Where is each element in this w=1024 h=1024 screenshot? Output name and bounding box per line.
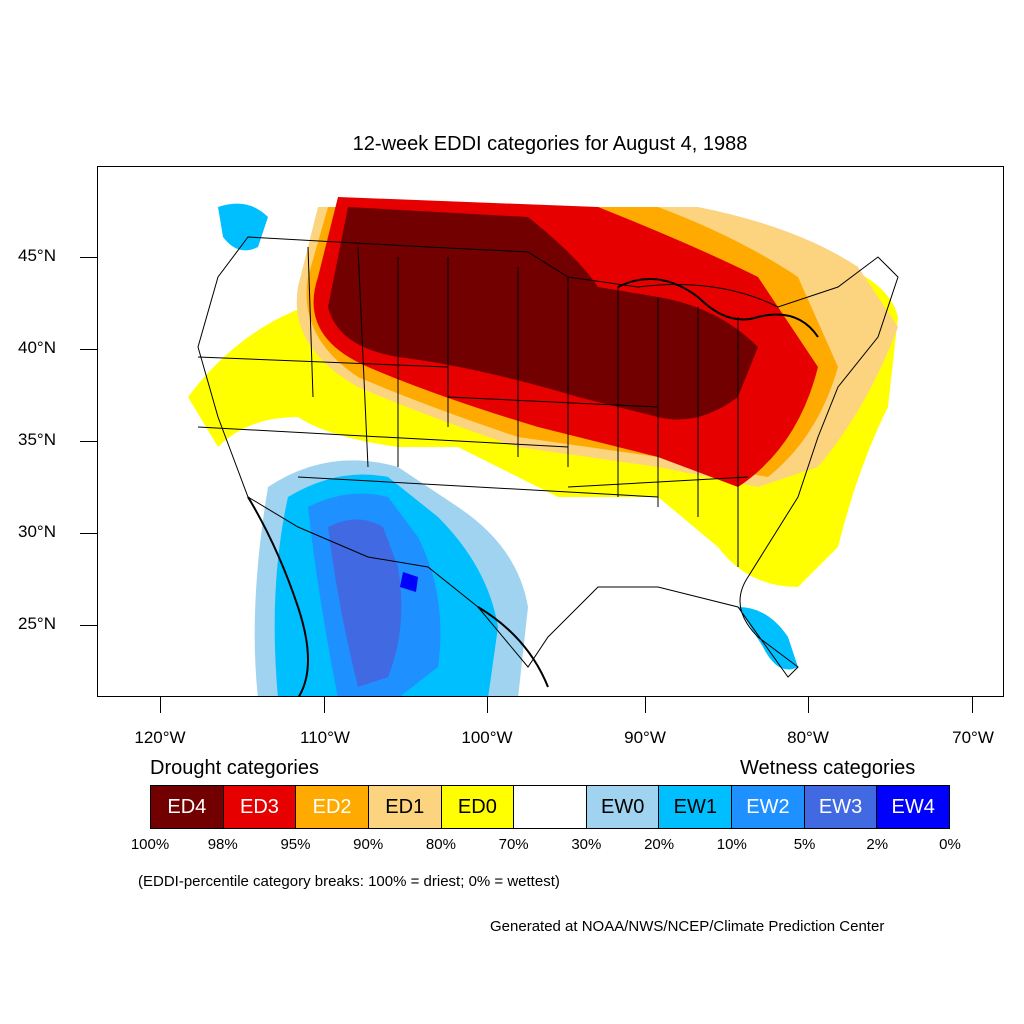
lat-tick (80, 441, 97, 442)
break-label: 95% (280, 836, 311, 853)
lat-tick (80, 625, 97, 626)
lon-tick (972, 697, 973, 713)
lon-tick (645, 697, 646, 713)
lat-label-45: 45°N (18, 246, 56, 265)
map-frame (97, 166, 1004, 697)
lat-label-35: 35°N (18, 430, 56, 449)
lat-tick (80, 533, 97, 534)
break-label: 20% (644, 836, 675, 853)
lon-tick (160, 697, 161, 713)
lon-label-110: 110°W (300, 728, 350, 747)
break-label: 30% (571, 836, 602, 853)
state-lines (197, 246, 749, 567)
ew4-region (400, 572, 418, 592)
lon-label-80: 80°W (787, 728, 829, 747)
break-label: 10% (716, 836, 747, 853)
lon-tick (487, 697, 488, 713)
break-label: 80% (425, 836, 456, 853)
lat-label-30: 30°N (18, 522, 56, 541)
break-label: 70% (498, 836, 529, 853)
wetness-heading: Wetness categories (740, 757, 916, 779)
drought-wetness-field (188, 197, 898, 696)
legend-box-ed0: ED0 (441, 786, 515, 828)
legend-box-neutral (514, 786, 587, 828)
lat-tick (80, 257, 97, 258)
lat-label-25: 25°N (18, 614, 56, 633)
drought-heading: Drought categories (150, 757, 319, 779)
ew-northwest-region (218, 203, 268, 251)
eddi-map (188, 197, 899, 696)
legend-box-ew3: EW3 (804, 786, 878, 828)
legend-box-ew2: EW2 (732, 786, 805, 828)
break-label: 0% (939, 836, 961, 853)
lon-label-70: 70°W (952, 728, 994, 747)
ew-florida-region (738, 607, 798, 670)
legend-box-ed4: ED4 (151, 786, 224, 828)
lon-tick (324, 697, 325, 713)
break-label: 90% (353, 836, 384, 853)
coastline-great-lakes (617, 278, 819, 338)
break-label: 98% (207, 836, 238, 853)
break-label: 5% (793, 836, 816, 853)
us-border (197, 236, 899, 678)
legend-note: (EDDI-percentile category breaks: 100% =… (138, 873, 560, 890)
ed4-region (328, 207, 758, 420)
lon-tick (808, 697, 809, 713)
mexico-coast (247, 496, 549, 696)
legend-box-ew1: EW1 (659, 786, 733, 828)
ew3-region (328, 519, 402, 687)
lon-label-120: 120°W (134, 728, 186, 747)
map-title: 12-week EDDI categories for August 4, 19… (352, 133, 748, 155)
legend-box-ew4: EW4 (877, 786, 950, 828)
lat-label-40: 40°N (18, 338, 56, 357)
credit-text: Generated at NOAA/NWS/NCEP/Climate Predi… (490, 918, 885, 935)
lon-label-90: 90°W (624, 728, 666, 747)
legend-box-ed2: ED2 (296, 786, 369, 828)
break-label: 100% (130, 836, 170, 853)
legend-box-ew0: EW0 (586, 786, 660, 828)
lat-tick (80, 349, 97, 350)
break-label: 2% (866, 836, 889, 853)
boundaries (197, 236, 899, 696)
lon-label-100: 100°W (461, 728, 513, 747)
legend-box-ed1: ED1 (368, 786, 442, 828)
legend-box-ed3: ED3 (223, 786, 297, 828)
legend-colorbar: ED4 ED3 ED2 ED1 ED0 EW0 EW1 EW2 EW3 EW4 (150, 785, 950, 829)
